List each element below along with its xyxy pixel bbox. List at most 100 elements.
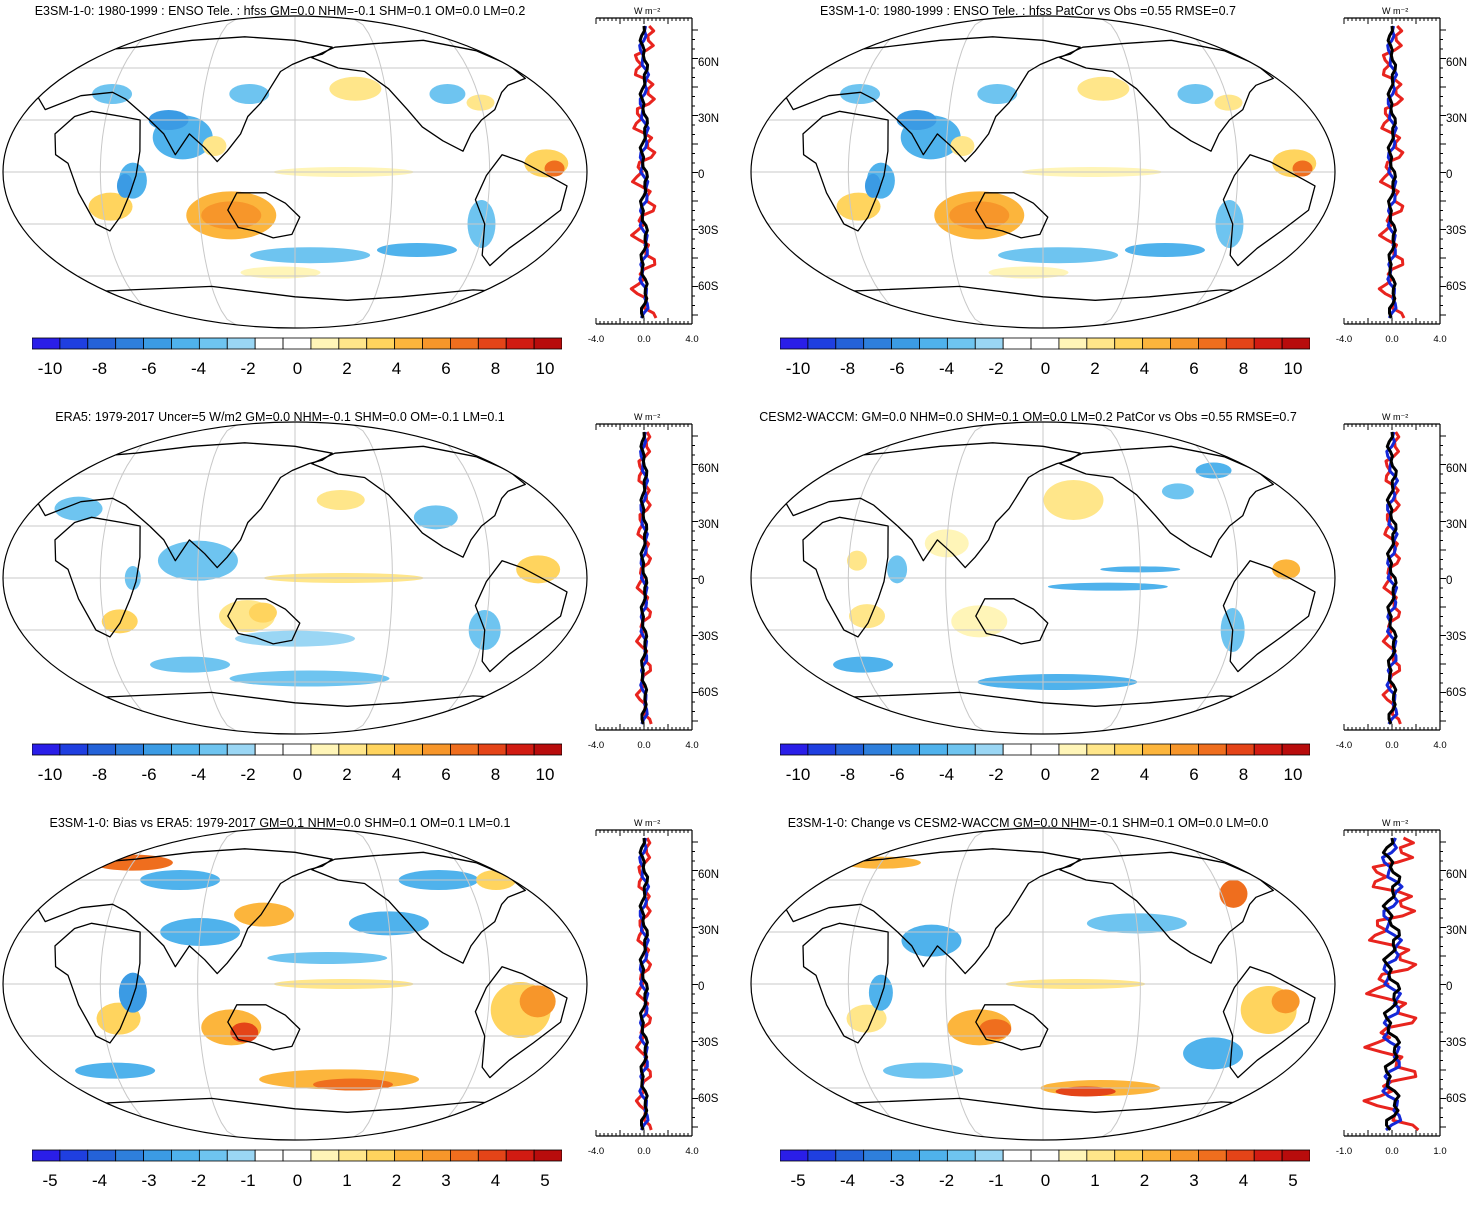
colorbar-swatch	[338, 337, 368, 350]
mean-profile-line	[1381, 837, 1402, 1131]
colorbar-label: -4	[191, 359, 206, 378]
profile-x-label: 4.0	[685, 334, 698, 345]
colorbar-swatch	[59, 337, 89, 350]
shading-blob	[150, 656, 231, 673]
antarctica-coastline	[802, 285, 1284, 301]
panel-model: E3SM-1-0: 1980-1999 : ENSO Tele. : hfss …	[0, 0, 740, 395]
colorbar-label: 2	[392, 1171, 401, 1190]
colorbar-label: 10	[1284, 359, 1303, 378]
colorbar-swatch	[171, 1149, 200, 1162]
colorbar-swatch	[1281, 1149, 1310, 1162]
colorbar-swatch	[366, 337, 396, 350]
colorbar-swatch	[863, 337, 892, 350]
eurasia-coastline	[778, 36, 1081, 163]
mean-profile-line	[1386, 25, 1398, 319]
colorbar-swatch	[1142, 743, 1171, 756]
colorbar-label: -10	[38, 765, 63, 784]
map-plot	[2, 827, 588, 1141]
colorbar-swatch	[310, 337, 340, 350]
longitude-gridline	[945, 422, 990, 734]
colorbar-swatch	[919, 1149, 948, 1162]
colorbar-swatch	[1114, 1149, 1144, 1162]
colorbar-swatch	[32, 1149, 61, 1162]
model-profile-line	[1362, 836, 1420, 1132]
panel-model-patcor: E3SM-1-0: 1980-1999 : ENSO Tele. : hfss …	[748, 0, 1483, 395]
map-border	[750, 827, 1336, 1141]
colorbar-label: -2	[240, 359, 255, 378]
colorbar-swatch	[1114, 337, 1144, 350]
colorbar-swatch	[1198, 743, 1227, 756]
colorbar-swatch	[1058, 743, 1088, 756]
longitude-gridline	[197, 422, 242, 734]
profile-lat-label: 30S	[1446, 225, 1467, 237]
colorbar-label: -2	[191, 1171, 206, 1190]
colorbar-swatch	[143, 743, 172, 756]
profile-lat-label: 0	[1446, 169, 1452, 181]
colorbar-swatch	[477, 1149, 507, 1162]
australia-coastline	[227, 598, 301, 645]
profile-lat-label: 60N	[1446, 869, 1467, 881]
profile-lat-label: 30N	[1446, 113, 1467, 125]
colorbar-swatch	[1170, 743, 1199, 756]
colorbar-swatch	[863, 1149, 892, 1162]
panel-title: E3SM-1-0: Change vs CESM2-WACCM GM=0.0 N…	[787, 816, 1269, 830]
australia-coastline	[975, 1004, 1049, 1051]
shading-blob	[516, 555, 561, 584]
colorbar-swatch	[533, 743, 562, 756]
colorbar-label: -5	[790, 1171, 805, 1190]
colorbar-swatch	[422, 337, 451, 350]
profile-x-label: 0.0	[637, 1146, 650, 1157]
colorbar-swatch	[891, 743, 920, 756]
profile-lat-label: 60N	[1446, 57, 1467, 69]
colorbar-label: 6	[441, 765, 450, 784]
shading-blob	[1055, 1086, 1116, 1097]
panel-title: E3SM-1-0: Bias vs ERA5: 1979-2017 GM=0.1…	[49, 816, 511, 830]
colorbar-label: 8	[491, 359, 500, 378]
colorbar-swatch	[254, 1149, 284, 1162]
eurasia-coastline	[30, 36, 333, 163]
shading-blob	[544, 160, 565, 177]
colorbar-swatch	[807, 337, 837, 350]
colorbar-label: 0	[1041, 765, 1050, 784]
zonal-mean-profile: W m⁻² 60N 30N 0 30S 60S -4.0 0.0 4.0	[588, 412, 719, 751]
zonal-mean-profile: W m⁻² 60N 30N 0 30S 60S -4.0 0.0 4.0	[588, 6, 719, 345]
colorbar-swatch	[198, 1149, 228, 1162]
colorbar-swatch	[422, 743, 451, 756]
profile-lat-label: 60S	[698, 281, 719, 293]
profile-lat-label: 60S	[698, 1093, 719, 1105]
panel-title: CESM2-WACCM: GM=0.0 NHM=0.0 SHM=0.1 OM=0…	[759, 410, 1297, 424]
colorbar-label: -8	[92, 359, 107, 378]
colorbar: -5 -4 -3 -2 -1 0 1 2 3 4 5	[32, 1149, 562, 1190]
colorbar-swatch	[1002, 337, 1032, 350]
colorbar-swatch	[477, 743, 507, 756]
colorbar-swatch	[1142, 337, 1171, 350]
colorbar-swatch	[1002, 743, 1032, 756]
shading-blob	[376, 243, 457, 257]
shading-blob	[1219, 879, 1248, 908]
colorbar-swatch	[282, 337, 312, 350]
shading-blob	[868, 974, 893, 1011]
colorbar-swatch	[1253, 743, 1283, 756]
colorbar-label: 6	[441, 359, 450, 378]
profile-units: W m⁻²	[1382, 818, 1408, 828]
shading-blob	[864, 173, 881, 198]
profile-units: W m⁻²	[634, 818, 660, 828]
longitude-gridline	[197, 828, 242, 1140]
colorbar-swatch	[505, 337, 535, 350]
shading-blob	[883, 1062, 964, 1079]
colorbar-label: 4	[1140, 765, 1149, 784]
colorbar-swatch	[198, 337, 228, 350]
colorbar-swatch	[338, 743, 368, 756]
colorbar-swatch	[946, 337, 976, 350]
shading-blob	[998, 247, 1119, 264]
south-america-coastline	[474, 966, 568, 1079]
colorbar-swatch	[1281, 337, 1310, 350]
shading-blob	[979, 1019, 1012, 1040]
shading-blob	[267, 952, 388, 964]
shading-blob	[116, 173, 133, 198]
longitude-gridline	[1096, 422, 1141, 734]
africa-coastline	[802, 922, 889, 1044]
colorbar-swatch	[143, 1149, 172, 1162]
colorbar-label: 10	[1284, 765, 1303, 784]
colorbar-swatch	[946, 1149, 976, 1162]
